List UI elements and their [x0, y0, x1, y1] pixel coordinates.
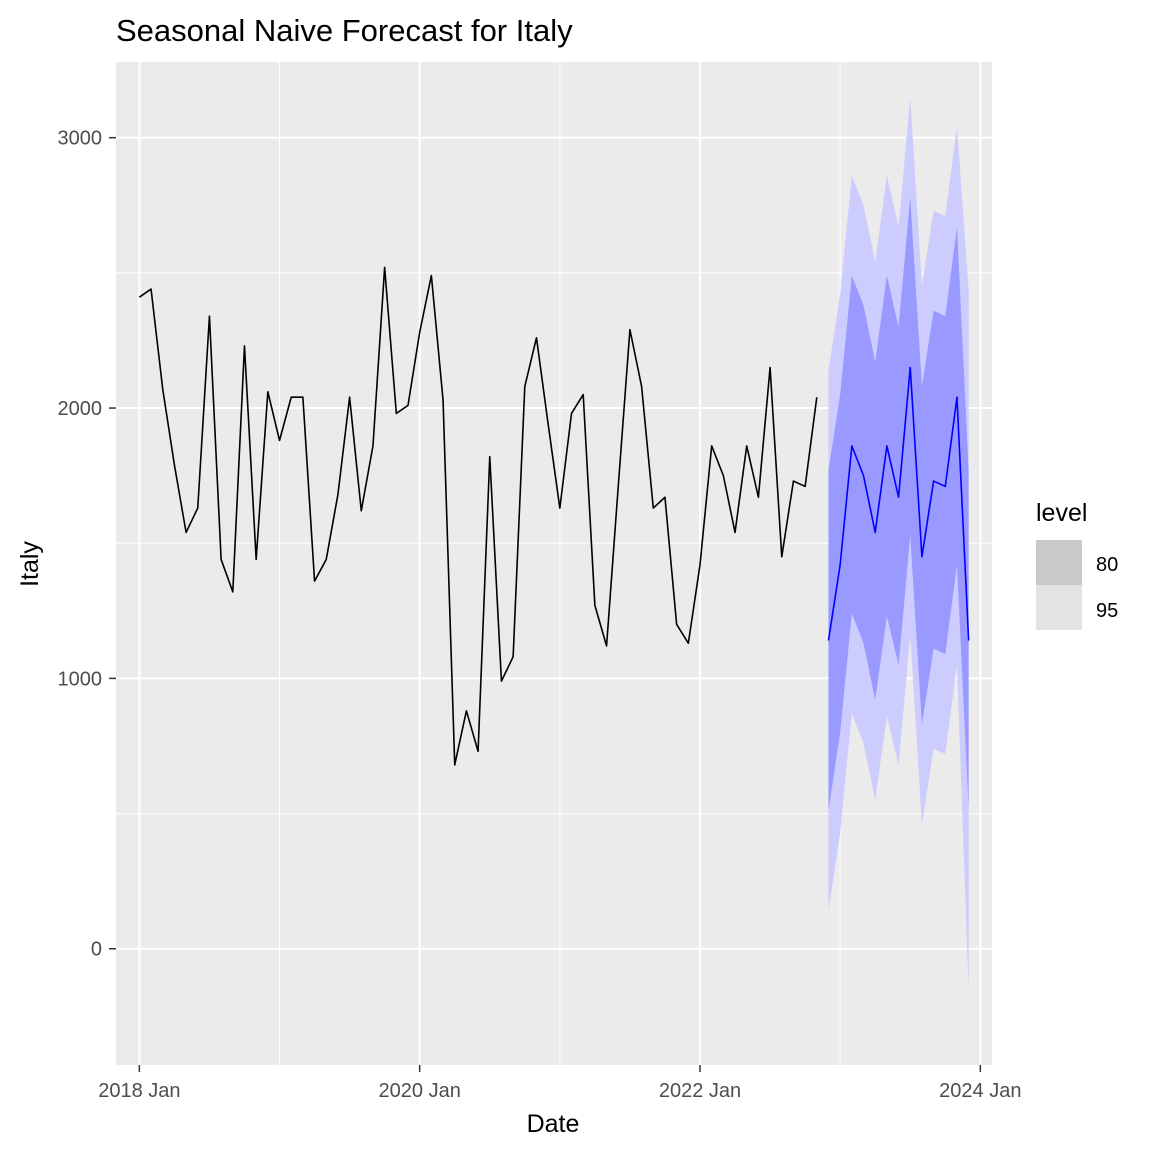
legend: level 80 95: [1036, 499, 1118, 630]
y-axis: 0 1000 2000 3000: [58, 128, 116, 961]
y-tick-label: 0: [91, 939, 102, 961]
x-tick-label: 2024 Jan: [939, 1080, 1021, 1102]
x-axis: 2018 Jan 2020 Jan 2022 Jan 2024 Jan: [98, 1065, 1021, 1102]
legend-key-95: [1036, 585, 1082, 630]
history-line: [138, 266, 818, 766]
legend-label-95: 95: [1096, 600, 1118, 622]
x-axis-title: Date: [527, 1110, 580, 1138]
legend-title: level: [1036, 499, 1087, 527]
series-lines: [138, 266, 970, 766]
chart-title: Seasonal Naive Forecast for Italy: [116, 13, 573, 48]
forecast-line: [827, 366, 970, 641]
x-tick-label: 2018 Jan: [98, 1080, 180, 1102]
y-tick-label: 3000: [58, 128, 103, 150]
y-axis-title: Italy: [16, 541, 44, 587]
band-80: [828, 197, 969, 811]
major-gridlines: [116, 62, 992, 1065]
x-tick-label: 2020 Jan: [379, 1080, 461, 1102]
legend-label-80: 80: [1096, 554, 1118, 576]
forecast-intervals: [828, 97, 969, 990]
x-tick-label: 2022 Jan: [659, 1080, 741, 1102]
legend-key-80: [1036, 540, 1082, 585]
y-tick-label: 1000: [58, 668, 103, 690]
y-tick-label: 2000: [58, 398, 103, 420]
